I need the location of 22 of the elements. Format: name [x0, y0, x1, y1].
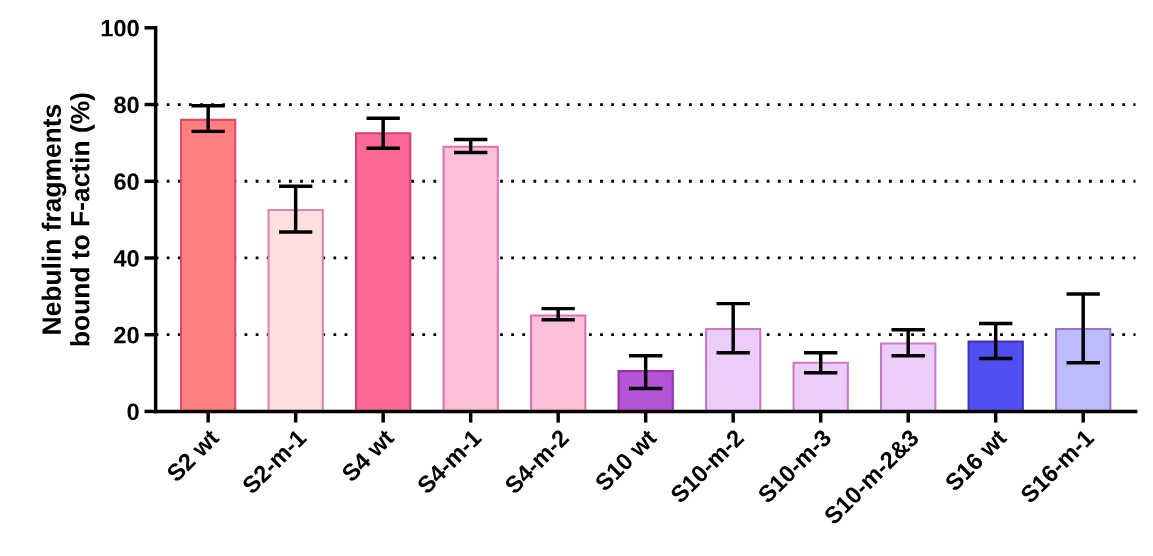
y-tick-label: 40 — [113, 250, 139, 267]
bar — [1055, 327, 1112, 412]
x-tick-label: S10 wt — [593, 428, 658, 493]
y-tick-label: 0 — [127, 403, 139, 421]
bar — [267, 208, 324, 412]
bar — [880, 342, 937, 412]
y-axis-title: Nebulin fragments bound to F-actin (%) — [41, 93, 95, 346]
bar — [442, 145, 499, 412]
y-tick-label: 20 — [114, 326, 139, 344]
x-tick-label: S4 wt — [340, 428, 396, 483]
y-tick-label: 80 — [114, 96, 139, 114]
bar — [355, 132, 412, 412]
y-tick-label: 100 — [101, 19, 139, 37]
bar — [530, 314, 587, 412]
y-tick-label: 60 — [114, 173, 139, 191]
x-tick-label: S2 wt — [165, 428, 221, 483]
bar — [705, 327, 762, 412]
x-tick-label: S16 wt — [943, 428, 1008, 493]
bar — [967, 340, 1024, 412]
bar — [792, 361, 849, 412]
bar — [617, 370, 674, 412]
bar — [179, 118, 237, 412]
